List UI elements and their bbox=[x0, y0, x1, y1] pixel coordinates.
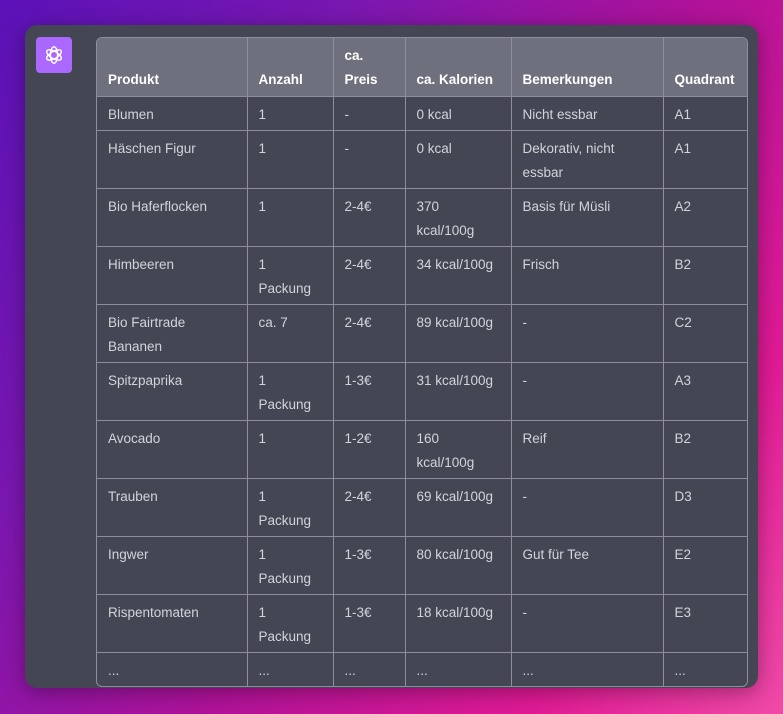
cell-quadrant: C2 bbox=[663, 304, 747, 363]
table-row: Rispentomaten 1 Packung 1-3€ 18 kcal/100… bbox=[97, 594, 747, 653]
table-row: Spitzpaprika 1 Packung 1-3€ 31 kcal/100g… bbox=[97, 362, 747, 421]
header-quadrant: Quadrant bbox=[663, 38, 747, 97]
cell-produkt: Ingwer bbox=[97, 536, 248, 595]
cell-anzahl: 1 Packung bbox=[247, 536, 334, 595]
cell-preis: - bbox=[333, 130, 406, 189]
cell-bemerkungen: Frisch bbox=[511, 246, 664, 305]
cell-anzahl: ca. 7 bbox=[247, 304, 334, 363]
cell-bemerkungen: ... bbox=[511, 652, 664, 686]
header-produkt: Produkt bbox=[97, 38, 248, 97]
table-row: Ingwer 1 Packung 1-3€ 80 kcal/100g Gut f… bbox=[97, 536, 747, 595]
cell-preis: - bbox=[333, 96, 406, 131]
cell-preis: 1-3€ bbox=[333, 362, 406, 421]
cell-produkt: Trauben bbox=[97, 478, 248, 537]
cell-preis: 2-4€ bbox=[333, 246, 406, 305]
cell-produkt: Rispentomaten bbox=[97, 594, 248, 653]
cell-bemerkungen: Nicht essbar bbox=[511, 96, 664, 131]
cell-quadrant: D3 bbox=[663, 478, 747, 537]
cell-anzahl: 1 bbox=[247, 96, 334, 131]
header-anzahl: Anzahl bbox=[247, 38, 334, 97]
cell-kalorien: 31 kcal/100g bbox=[405, 362, 512, 421]
cell-bemerkungen: - bbox=[511, 304, 664, 363]
cell-produkt: Avocado bbox=[97, 420, 248, 479]
cell-produkt: ... bbox=[97, 652, 248, 686]
cell-produkt: Himbeeren bbox=[97, 246, 248, 305]
cell-kalorien: 89 kcal/100g bbox=[405, 304, 512, 363]
cell-quadrant: A3 bbox=[663, 362, 747, 421]
cell-quadrant: A1 bbox=[663, 96, 747, 131]
table-header-row: Produkt Anzahl ca. Preis ca. Kalorien Be… bbox=[97, 38, 747, 97]
cell-anzahl: 1 bbox=[247, 188, 334, 247]
grocery-table-container: Produkt Anzahl ca. Preis ca. Kalorien Be… bbox=[96, 37, 748, 687]
cell-produkt: Blumen bbox=[97, 96, 248, 131]
cell-anzahl: 1 Packung bbox=[247, 594, 334, 653]
grocery-table: Produkt Anzahl ca. Preis ca. Kalorien Be… bbox=[97, 38, 747, 686]
cell-anzahl: 1 bbox=[247, 130, 334, 189]
cell-kalorien: 0 kcal bbox=[405, 96, 512, 131]
cell-kalorien: 160 kcal/100g bbox=[405, 420, 512, 479]
cell-kalorien: 370 kcal/100g bbox=[405, 188, 512, 247]
cell-preis: 2-4€ bbox=[333, 478, 406, 537]
cell-bemerkungen: Gut für Tee bbox=[511, 536, 664, 595]
cell-bemerkungen: - bbox=[511, 594, 664, 653]
cell-kalorien: 34 kcal/100g bbox=[405, 246, 512, 305]
header-kalorien: ca. Kalorien bbox=[405, 38, 512, 97]
cell-anzahl: ... bbox=[247, 652, 334, 686]
cell-quadrant: A1 bbox=[663, 130, 747, 189]
table-row: Bio Haferflocken 1 2-4€ 370 kcal/100g Ba… bbox=[97, 188, 747, 247]
cell-preis: 1-3€ bbox=[333, 594, 406, 653]
cell-anzahl: 1 Packung bbox=[247, 362, 334, 421]
cell-preis: 2-4€ bbox=[333, 188, 406, 247]
cell-anzahl: 1 bbox=[247, 420, 334, 479]
cell-bemerkungen: - bbox=[511, 362, 664, 421]
table-row: Trauben 1 Packung 2-4€ 69 kcal/100g - D3 bbox=[97, 478, 747, 537]
cell-anzahl: 1 Packung bbox=[247, 246, 334, 305]
cell-produkt: Häschen Figur bbox=[97, 130, 248, 189]
cell-bemerkungen: Dekorativ, nicht essbar bbox=[511, 130, 664, 189]
cell-preis: 2-4€ bbox=[333, 304, 406, 363]
cell-preis: ... bbox=[333, 652, 406, 686]
cell-quadrant: E3 bbox=[663, 594, 747, 653]
table-row: Himbeeren 1 Packung 2-4€ 34 kcal/100g Fr… bbox=[97, 246, 747, 305]
cell-quadrant: B2 bbox=[663, 246, 747, 305]
header-preis: ca. Preis bbox=[333, 38, 406, 97]
cell-quadrant: E2 bbox=[663, 536, 747, 595]
cell-kalorien: 69 kcal/100g bbox=[405, 478, 512, 537]
table-row: Avocado 1 1-2€ 160 kcal/100g Reif B2 bbox=[97, 420, 747, 479]
cell-kalorien: 0 kcal bbox=[405, 130, 512, 189]
cell-quadrant: ... bbox=[674, 663, 686, 678]
cell-preis: 1-3€ bbox=[333, 536, 406, 595]
table-row: Bio Fairtrade Bananen ca. 7 2-4€ 89 kcal… bbox=[97, 304, 747, 363]
cell-produkt: Bio Haferflocken bbox=[97, 188, 248, 247]
cell-produkt: Spitzpaprika bbox=[97, 362, 248, 421]
table-row: Häschen Figur 1 - 0 kcal Dekorativ, nich… bbox=[97, 130, 747, 189]
cell-kalorien: 18 kcal/100g bbox=[405, 594, 512, 653]
assistant-message-card: Produkt Anzahl ca. Preis ca. Kalorien Be… bbox=[25, 25, 758, 688]
table-row: Blumen 1 - 0 kcal Nicht essbar A1 bbox=[97, 96, 747, 131]
cell-preis: 1-2€ bbox=[333, 420, 406, 479]
cell-bemerkungen: - bbox=[511, 478, 664, 537]
cell-quadrant: B2 bbox=[663, 420, 747, 479]
header-bemerkungen: Bemerkungen bbox=[511, 38, 664, 97]
table-row: ... ... ... ... ... ... bbox=[97, 652, 747, 686]
cell-quadrant: A2 bbox=[663, 188, 747, 247]
openai-logo-icon bbox=[45, 46, 63, 64]
table-header: Produkt Anzahl ca. Preis ca. Kalorien Be… bbox=[97, 38, 747, 97]
cell-bemerkungen: Reif bbox=[511, 420, 664, 479]
table-body: Blumen 1 - 0 kcal Nicht essbar A1 Häsche… bbox=[97, 96, 747, 686]
cell-produkt: Bio Fairtrade Bananen bbox=[97, 304, 248, 363]
cell-kalorien: ... bbox=[405, 652, 512, 686]
cell-bemerkungen: Basis für Müsli bbox=[511, 188, 664, 247]
cell-kalorien: 80 kcal/100g bbox=[405, 536, 512, 595]
cell-anzahl: 1 Packung bbox=[247, 478, 334, 537]
assistant-avatar bbox=[36, 37, 72, 73]
